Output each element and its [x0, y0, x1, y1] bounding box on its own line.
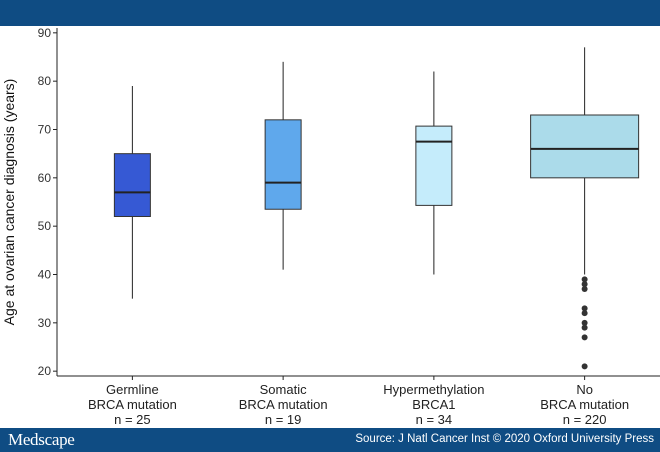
x-category-label: BRCA mutation	[239, 397, 328, 412]
x-category-label: n = 25	[114, 412, 151, 427]
x-category-label: BRCA mutation	[88, 397, 177, 412]
iqr-box	[415, 125, 453, 206]
y-tick-label: 30	[38, 316, 52, 330]
x-category-label: Germline	[106, 382, 159, 397]
iqr-box	[264, 119, 302, 210]
x-category-label: n = 220	[563, 412, 607, 427]
medscape-logo: Medscape	[8, 430, 75, 449]
iqr-box	[530, 114, 640, 179]
header-band	[0, 0, 660, 26]
iqr-box	[113, 153, 151, 217]
x-category-label: BRCA1	[412, 397, 455, 412]
y-tick-label: 50	[38, 219, 52, 233]
source-credit: Source: J Natl Cancer Inst © 2020 Oxford…	[355, 433, 654, 445]
chart-area: 20 30 40 50 60 70 80 90 Age at ovarian cancer di…	[0, 26, 660, 428]
y-tick-label: 70	[38, 123, 52, 137]
outlier-point	[581, 324, 588, 331]
y-tick-label: 80	[38, 74, 52, 88]
y-axis-title: Age at ovarian cancer diagnosis (years)	[1, 79, 17, 326]
footer-bar: Medscape Source: J Natl Cancer Inst © 20…	[0, 428, 660, 452]
x-category-label: n = 34	[416, 412, 453, 427]
outlier-point	[581, 281, 588, 288]
outlier-point	[581, 363, 588, 370]
outlier-point	[581, 305, 588, 312]
outlier-point	[581, 276, 588, 283]
y-tick-label: 60	[38, 171, 52, 185]
outlier-point	[581, 334, 588, 341]
outlier-point	[581, 310, 588, 317]
x-category-label: BRCA mutation	[540, 397, 629, 412]
x-category-label: Somatic	[260, 382, 307, 397]
x-category-label: No	[576, 382, 593, 397]
x-category-label: n = 19	[265, 412, 302, 427]
y-tick-label: 90	[38, 26, 52, 40]
box-plot-chart: 20 30 40 50 60 70 80 90 Age at ovarian cancer di…	[1, 26, 660, 427]
outlier-point	[581, 286, 588, 292]
y-tick-label: 40	[38, 268, 52, 282]
outlier-point	[581, 319, 588, 326]
y-tick-label: 20	[38, 364, 52, 378]
x-category-label: Hypermethylation	[383, 382, 484, 397]
